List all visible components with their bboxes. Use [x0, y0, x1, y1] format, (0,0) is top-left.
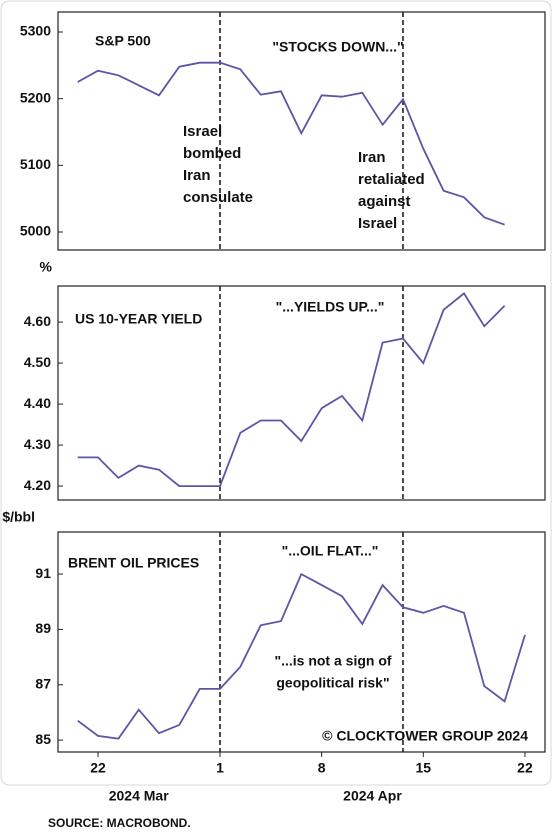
- x-tick-label: 1: [216, 760, 224, 776]
- event-label: bombed: [183, 145, 241, 162]
- series-line: [77, 292, 506, 487]
- panel: [57, 11, 546, 251]
- source: SOURCE: MACROBOND.: [48, 816, 191, 830]
- event-label: Iran: [183, 167, 211, 184]
- event-label: Israel: [183, 123, 222, 140]
- panel: [57, 285, 546, 501]
- event-label: against: [358, 193, 411, 210]
- event-label: retaliated: [358, 171, 425, 188]
- x-tick-label: 22: [517, 760, 533, 776]
- frame: [0, 0, 552, 786]
- event-label: Israel: [358, 215, 397, 232]
- unit-label: %: [40, 259, 53, 275]
- y-tick-label: 4.30: [24, 436, 51, 452]
- panel: [57, 531, 546, 753]
- x-group-label: 2024 Mar: [109, 788, 169, 804]
- event-label: Iran: [358, 149, 386, 166]
- annotation: geopolitical risk": [276, 675, 389, 691]
- series-line: [77, 572, 526, 740]
- y-tick-label: 87: [35, 675, 51, 691]
- y-tick-label: 5200: [20, 89, 51, 105]
- annotation: "STOCKS DOWN...": [272, 39, 403, 55]
- y-tick-label: 4.50: [24, 354, 51, 370]
- series-line: [77, 61, 505, 226]
- y-tick-label: 4.60: [24, 313, 51, 329]
- panel-title: US 10-YEAR YIELD: [75, 311, 202, 327]
- x-tick-label: 15: [416, 760, 432, 776]
- y-tick-label: 4.20: [24, 477, 51, 493]
- x-tick-label: 8: [318, 760, 326, 776]
- annotation: © CLOCKTOWER GROUP 2024: [322, 728, 528, 744]
- x-tick-label: 22: [90, 760, 106, 776]
- annotation: "...is not a sign of: [274, 653, 391, 669]
- annotation: "...OIL FLAT...": [282, 543, 379, 559]
- y-tick-label: 4.40: [24, 395, 51, 411]
- panel-title: BRENT OIL PRICES: [68, 555, 199, 571]
- y-tick-label: 89: [35, 620, 51, 636]
- y-tick-label: 5300: [20, 23, 51, 39]
- annotation: "...YIELDS UP...": [276, 299, 385, 315]
- y-tick-label: 5000: [20, 223, 51, 239]
- y-tick-label: 5100: [20, 156, 51, 172]
- y-tick-label: 85: [35, 731, 51, 747]
- y-tick-label: 91: [35, 565, 51, 581]
- event-label: consulate: [183, 189, 253, 206]
- x-group-label: 2024 Apr: [343, 788, 402, 804]
- panel-title: S&P 500: [95, 33, 151, 49]
- unit-label: $/bbl: [2, 509, 35, 525]
